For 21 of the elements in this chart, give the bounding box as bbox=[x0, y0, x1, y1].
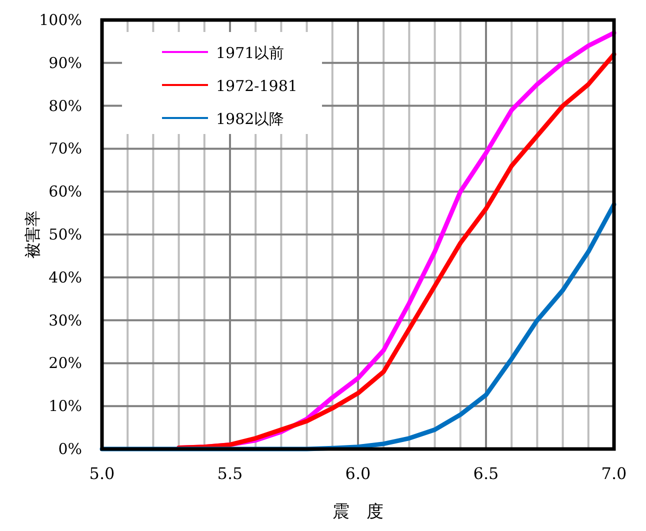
y-tick-label: 30% bbox=[48, 311, 82, 330]
y-tick-label: 20% bbox=[48, 354, 82, 372]
y-tick-label: 100% bbox=[39, 11, 82, 29]
legend-label: 1972-1981 bbox=[216, 77, 298, 95]
x-tick-label: 6.5 bbox=[473, 464, 499, 483]
y-tick-label: 0% bbox=[58, 440, 82, 458]
legend-label: 1971以前 bbox=[216, 44, 284, 62]
x-axis-title: 震 度 bbox=[332, 502, 384, 522]
y-tick-label: 80% bbox=[48, 96, 82, 115]
y-tick-label: 60% bbox=[48, 182, 82, 201]
x-tick-label: 5.5 bbox=[217, 464, 243, 483]
x-tick-label: 7.0 bbox=[601, 464, 627, 483]
y-tick-label: 50% bbox=[48, 226, 82, 244]
x-tick-label: 6.0 bbox=[345, 464, 371, 483]
y-tick-label: 90% bbox=[48, 54, 82, 72]
y-tick-label: 70% bbox=[48, 140, 82, 158]
y-tick-label: 10% bbox=[48, 397, 82, 416]
legend-label: 1982以降 bbox=[216, 110, 284, 128]
y-tick-label: 40% bbox=[48, 268, 82, 286]
y-axis-title: 被害率 bbox=[23, 210, 42, 258]
x-tick-label: 5.0 bbox=[89, 464, 115, 483]
